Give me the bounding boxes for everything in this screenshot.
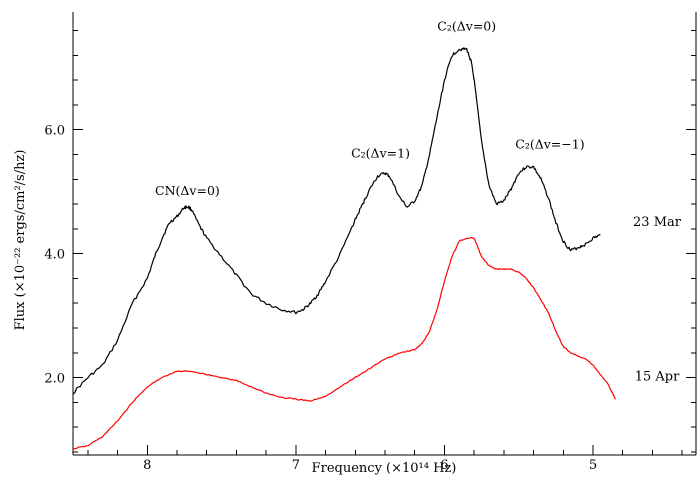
x-tick-label: 5 xyxy=(589,458,597,473)
series-date-label: 23 Mar xyxy=(633,215,682,230)
x-axis-title: Frequency (×10¹⁴ Hz) xyxy=(312,461,457,476)
y-tick-label: 2.0 xyxy=(44,372,65,387)
ticks: 8 7 6 5 2.0 4.0 6.0 xyxy=(44,30,696,473)
annotations: CN(Δv=0) C₂(Δv=1) C₂(Δv=0) C₂(Δv=−1) 23 Mar 1… xyxy=(155,19,682,385)
axes xyxy=(72,12,697,456)
y-tick-label: 6.0 xyxy=(44,124,65,139)
series-line-1 xyxy=(72,237,616,450)
peak-annotation: C₂(Δv=1) xyxy=(351,146,410,161)
x-tick-label: 6 xyxy=(440,458,448,473)
peak-annotation: C₂(Δv=0) xyxy=(437,19,496,34)
series-line-0 xyxy=(72,47,601,395)
y-axis-title: Flux (×10⁻²² ergs/cm²/s/hz) xyxy=(13,150,28,331)
peak-annotation: C₂(Δv=−1) xyxy=(515,136,584,151)
x-tick-label: 7 xyxy=(292,458,300,473)
y-tick-label: 4.0 xyxy=(44,248,65,263)
peak-annotation: CN(Δv=0) xyxy=(155,183,220,198)
series xyxy=(72,47,616,450)
series-date-label: 15 Apr xyxy=(635,370,680,385)
x-tick-label: 8 xyxy=(143,458,151,473)
